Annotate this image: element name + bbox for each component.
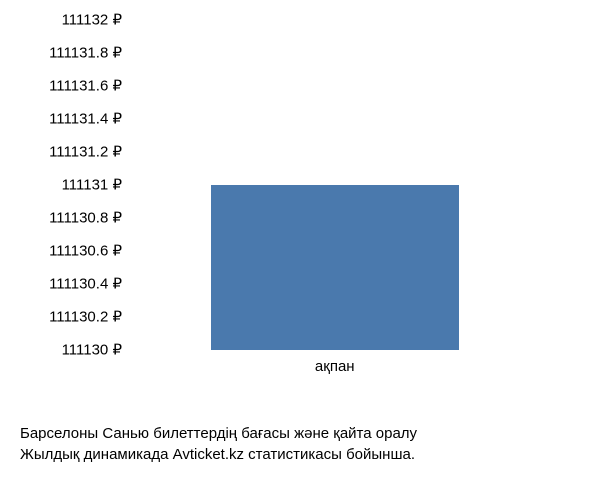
y-tick-label: 111131.8 ₽: [49, 46, 122, 61]
chart-caption: Барселоны Санью билеттердің бағасы және …: [20, 423, 580, 465]
caption-line-1: Барселоны Санью билеттердің бағасы және …: [20, 423, 580, 444]
chart-container: 111132 ₽ 111131.8 ₽ 111131.6 ₽ 111131.4 ₽ 11…: [0, 0, 600, 420]
y-tick-label: 111131.4 ₽: [49, 112, 122, 127]
y-tick-label: 111131.2 ₽: [49, 145, 122, 160]
y-tick-label: 111130.4 ₽: [49, 277, 122, 292]
y-tick-label: 111130.6 ₽: [49, 244, 122, 259]
y-tick-label: 111130.2 ₽: [49, 310, 122, 325]
x-tick-label: ақпан: [315, 358, 355, 375]
y-tick-label: 111130 ₽: [62, 343, 122, 358]
bar: [211, 185, 459, 350]
y-tick-label: 111131.6 ₽: [49, 79, 122, 94]
caption-line-2: Жылдық динамикада Avticket.kz статистика…: [20, 444, 580, 465]
plot-area: [130, 20, 580, 350]
y-tick-label: 111132 ₽: [62, 13, 122, 28]
y-tick-label: 111130.8 ₽: [49, 211, 122, 226]
y-tick-label: 111131 ₽: [62, 178, 122, 193]
y-axis: 111132 ₽111131.8 ₽111131.6 ₽111131.4 ₽11…: [20, 20, 130, 350]
